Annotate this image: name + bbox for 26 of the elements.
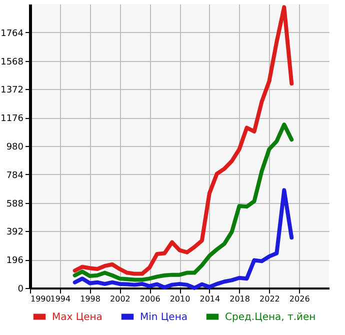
line-series bbox=[72, 5, 294, 276]
x-tick-label: 1998 bbox=[80, 294, 100, 304]
y-tick-label: 1176 bbox=[0, 114, 24, 124]
y-tick-label: 588 bbox=[6, 199, 24, 210]
x-tick-label: 2006 bbox=[140, 294, 160, 304]
y-tick-label: 784 bbox=[6, 170, 24, 181]
x-tick-label: 2022 bbox=[260, 294, 280, 304]
x-tick-label: 2018 bbox=[230, 294, 250, 304]
y-tick-label: 0 bbox=[18, 284, 24, 294]
y-tick-label: 1764 bbox=[0, 28, 24, 39]
legend-label: Min Цена bbox=[140, 312, 188, 323]
x-tick-label: 2010 bbox=[170, 294, 190, 304]
x-tick-label: 1990 bbox=[30, 294, 51, 304]
x-tick-label: 2014 bbox=[200, 294, 220, 304]
line-series bbox=[72, 188, 294, 290]
y-tick-label: 1568 bbox=[0, 57, 24, 68]
y-tick-label: 392 bbox=[6, 228, 24, 238]
line-series bbox=[72, 122, 294, 282]
x-tick-label: 2026 bbox=[289, 294, 310, 304]
legend-label: Сред.Цена, т.йен bbox=[225, 312, 316, 323]
x-tick-label: 1994 bbox=[50, 294, 71, 304]
y-tick-label: 1372 bbox=[0, 86, 24, 96]
legend-label: Max Цена bbox=[52, 312, 102, 323]
x-tick-label: 2002 bbox=[110, 294, 130, 304]
y-tick-label: 196 bbox=[6, 256, 24, 266]
y-tick-label: 980 bbox=[6, 142, 24, 152]
